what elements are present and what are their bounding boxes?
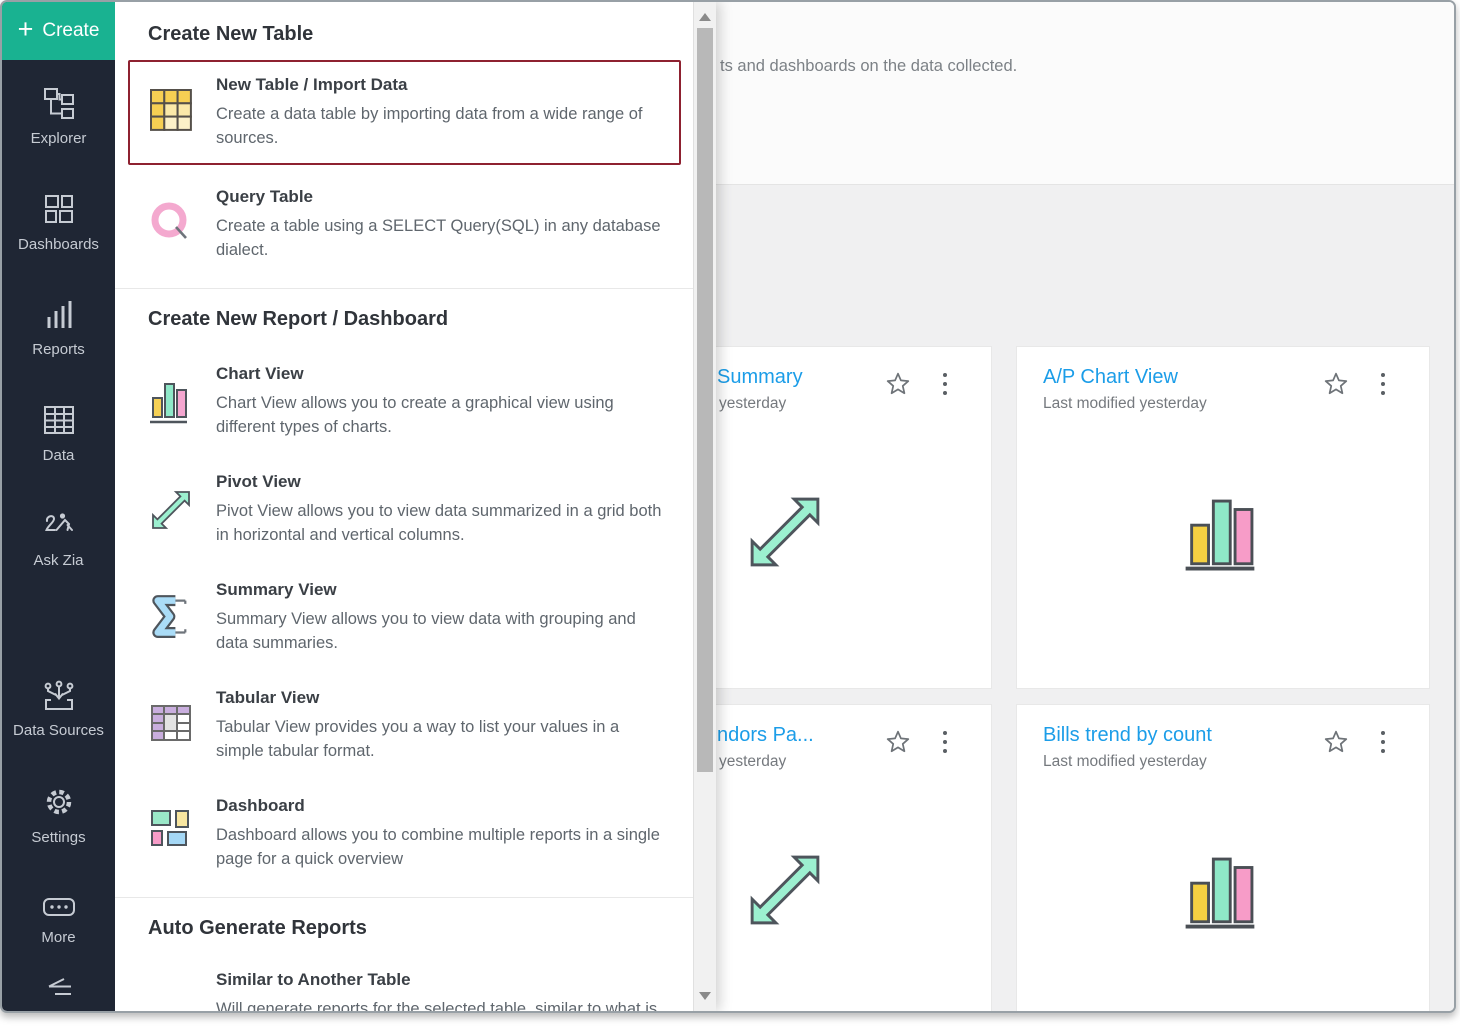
menu-item-description: Will generate reports for the selected t… — [216, 1000, 658, 1011]
plus-icon: + — [17, 14, 34, 44]
query-table-icon — [148, 199, 194, 262]
report-card[interactable]: A/P Chart View Last modified yesterday — [1016, 346, 1430, 689]
sidebar: + Create Explorer Dashboards Reports — [2, 2, 115, 1011]
table-grid-icon — [148, 87, 194, 150]
card-subtitle: Last modified yesterday — [1043, 753, 1207, 770]
menu-item-description: Create a data table by importing data fr… — [216, 105, 643, 147]
similar-table-icon — [148, 1008, 194, 1011]
menu-item-dashboard[interactable]: Dashboard Dashboard allows you to combin… — [115, 796, 693, 871]
favorite-star-icon[interactable] — [1323, 371, 1349, 397]
menu-item-title: Summary View — [216, 580, 337, 599]
sidebar-item-label: More — [41, 929, 76, 946]
summary-view-icon — [148, 592, 194, 655]
bar-chart-icon — [1185, 489, 1261, 576]
scroll-up-icon[interactable] — [699, 13, 711, 21]
sidebar-item-label: Data — [42, 447, 75, 464]
menu-item-chart-view[interactable]: Chart View Chart View allows you to crea… — [115, 364, 693, 439]
sidebar-collapse-button[interactable] — [2, 974, 115, 1007]
intro-text: ts and dashboards on the data collected. — [720, 57, 1018, 75]
menu-item-title: Dashboard — [216, 796, 305, 815]
menu-item-title: Similar to Another Table — [216, 970, 411, 989]
menu-item-description: Pivot View allows you to view data summa… — [216, 502, 662, 544]
menu-item-description: Chart View allows you to create a graphi… — [216, 394, 614, 436]
kebab-menu-icon[interactable] — [937, 731, 953, 757]
chart-view-icon — [148, 376, 194, 439]
section-create-new-report-dashboard: Create New Report / Dashboard Chart View… — [115, 288, 693, 897]
report-card[interactable]: Bills trend by count Last modified yeste… — [1016, 704, 1430, 1011]
favorite-star-icon[interactable] — [885, 729, 911, 755]
menu-item-description: Summary View allows you to view data wit… — [216, 610, 636, 652]
card-subtitle: yesterday — [719, 395, 787, 412]
create-menu-scroll-area: Create New Table New Table / Import Da — [115, 2, 693, 1011]
explorer-icon — [43, 88, 74, 119]
sidebar-item-dashboards[interactable]: Dashboards — [2, 192, 115, 253]
menu-item-new-table-import-data[interactable]: New Table / Import Data Create a data ta… — [128, 60, 681, 165]
card-subtitle: Last modified yesterday — [1043, 395, 1207, 412]
menu-item-description: Tabular View provides you a way to list … — [216, 718, 620, 760]
menu-item-title: Tabular View — [216, 688, 320, 707]
menu-item-tabular-view[interactable]: Tabular View Tabular View provides you a… — [115, 688, 693, 763]
card-title-link[interactable]: Summary — [717, 366, 803, 388]
sidebar-item-data-sources[interactable]: Data Sources — [2, 680, 115, 739]
panel-scrollbar[interactable] — [693, 2, 716, 1011]
menu-item-query-table[interactable]: Query Table Create a table using a SELEC… — [115, 187, 693, 262]
sidebar-item-more[interactable]: More — [2, 895, 115, 946]
card-subtitle: yesterday — [719, 753, 787, 770]
card-title-link[interactable]: Bills trend by count — [1043, 724, 1212, 746]
card-title-link[interactable]: A/P Chart View — [1043, 366, 1178, 388]
sidebar-item-ask-zia[interactable]: Ask Zia — [2, 508, 115, 569]
scroll-down-icon[interactable] — [699, 992, 711, 1000]
dashboards-icon — [44, 195, 73, 223]
card-title-link[interactable]: ndors Pa... — [717, 724, 814, 746]
scrollbar-thumb[interactable] — [697, 28, 713, 772]
sidebar-item-label: Dashboards — [18, 236, 99, 253]
menu-item-summary-view[interactable]: Summary View Summary View allows you to … — [115, 580, 693, 655]
section-create-new-table: Create New Table New Table / Import Da — [115, 22, 693, 288]
menu-item-description: Create a table using a SELECT Query(SQL)… — [216, 217, 661, 259]
favorite-star-icon[interactable] — [1323, 729, 1349, 755]
sidebar-item-explorer[interactable]: Explorer — [2, 86, 115, 147]
section-title: Create New Report / Dashboard — [148, 308, 449, 330]
pivot-arrow-icon — [743, 489, 827, 580]
reports-icon — [47, 301, 71, 328]
sidebar-item-label: Ask Zia — [33, 552, 84, 569]
create-menu-panel: Create New Table New Table / Import Da — [115, 2, 716, 1011]
dashboard-icon — [148, 808, 194, 871]
kebab-menu-icon[interactable] — [1375, 373, 1391, 399]
sidebar-item-settings[interactable]: Settings — [2, 785, 115, 846]
menu-item-title: Query Table — [216, 187, 313, 206]
menu-item-title: New Table / Import Data — [216, 75, 408, 94]
sidebar-item-label: Explorer — [30, 130, 87, 147]
menu-item-similar-to-another-table[interactable]: Similar to Another Table Will generate r… — [115, 970, 693, 1011]
section-title: Create New Table — [148, 23, 314, 45]
sidebar-item-label: Data Sources — [13, 722, 104, 739]
menu-item-pivot-view[interactable]: Pivot View Pivot View allows you to view… — [115, 472, 693, 547]
sidebar-item-label: Settings — [31, 829, 86, 846]
create-button-label: Create — [42, 20, 100, 41]
create-button[interactable]: + Create — [2, 2, 115, 60]
menu-item-title: Pivot View — [216, 472, 301, 491]
ask-zia-icon — [44, 513, 73, 531]
bar-chart-icon — [1185, 847, 1261, 934]
favorite-star-icon[interactable] — [885, 371, 911, 397]
collapse-sidebar-icon — [48, 978, 71, 995]
data-sources-icon — [44, 680, 73, 710]
menu-item-title: Chart View — [216, 364, 304, 383]
kebab-menu-icon[interactable] — [937, 373, 953, 399]
section-title: Auto Generate Reports — [148, 917, 367, 939]
sidebar-item-label: Reports — [32, 341, 85, 358]
pivot-view-icon — [148, 484, 194, 547]
section-auto-generate-reports: Auto Generate Reports Similar to Another… — [115, 897, 693, 1011]
settings-gear-icon — [46, 789, 71, 815]
sidebar-item-reports[interactable]: Reports — [2, 297, 115, 358]
kebab-menu-icon[interactable] — [1375, 731, 1391, 757]
sidebar-item-data[interactable]: Data — [2, 403, 115, 464]
pivot-arrow-icon — [743, 847, 827, 938]
tabular-view-icon — [148, 700, 194, 763]
more-icon — [42, 898, 75, 916]
data-icon — [43, 406, 74, 434]
menu-item-description: Dashboard allows you to combine multiple… — [216, 826, 660, 868]
